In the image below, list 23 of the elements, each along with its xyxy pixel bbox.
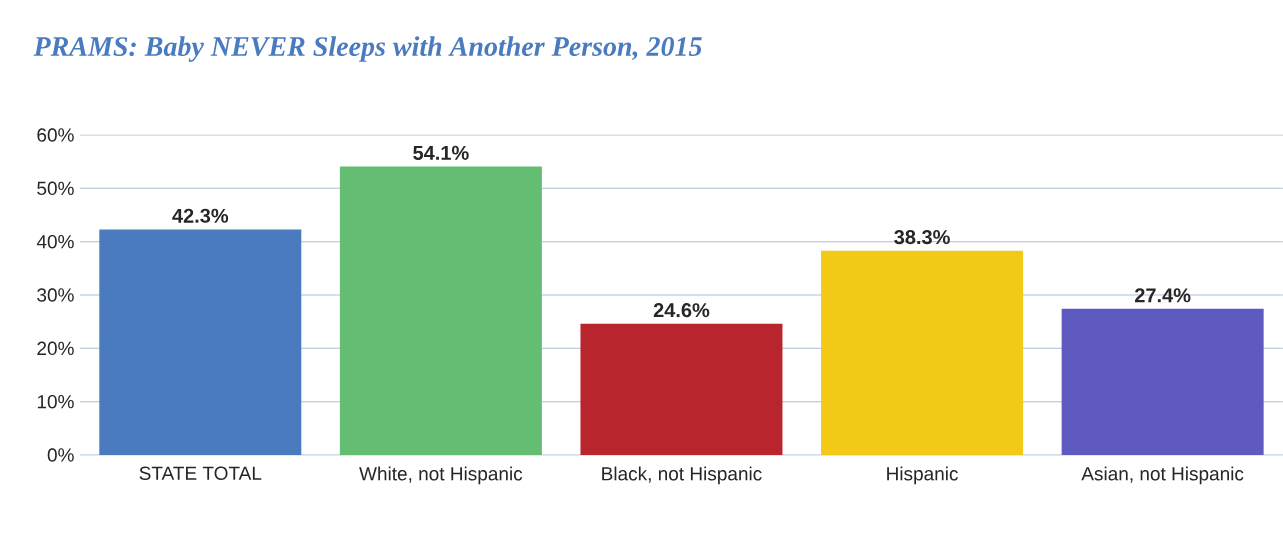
y-tick-label: 40% bbox=[36, 234, 74, 249]
data-label: 27.4% bbox=[1134, 288, 1191, 303]
data-label: 38.3% bbox=[894, 230, 950, 245]
y-tick-label: 60% bbox=[37, 128, 74, 142]
y-tick-label: 10% bbox=[37, 394, 74, 409]
bar bbox=[821, 250, 1024, 455]
x-tick-label: White, not Hispanic bbox=[359, 466, 523, 485]
y-tick-label: 20% bbox=[37, 341, 74, 356]
data-label: 24.6% bbox=[653, 303, 710, 318]
data-label: 54.1% bbox=[413, 145, 469, 160]
x-tick-label: STATE TOTAL bbox=[139, 466, 262, 480]
x-tick-label: Hispanic bbox=[887, 466, 958, 485]
bar bbox=[580, 323, 783, 455]
data-label: 42.3% bbox=[172, 208, 229, 223]
y-tick-label: 30% bbox=[37, 288, 74, 302]
bar bbox=[99, 229, 302, 455]
y-tick-label: 50% bbox=[37, 181, 74, 196]
x-tick-label: Black, not Hispanic bbox=[602, 466, 762, 485]
x-tick-label: Asian, not Hispanic bbox=[1081, 466, 1244, 485]
bar bbox=[339, 166, 542, 455]
bar bbox=[1061, 308, 1264, 455]
chart-title: PRAMS: Baby NEVER Sleeps with Another Person, 2015 bbox=[33, 36, 702, 62]
y-tick-label: 0% bbox=[47, 448, 74, 462]
